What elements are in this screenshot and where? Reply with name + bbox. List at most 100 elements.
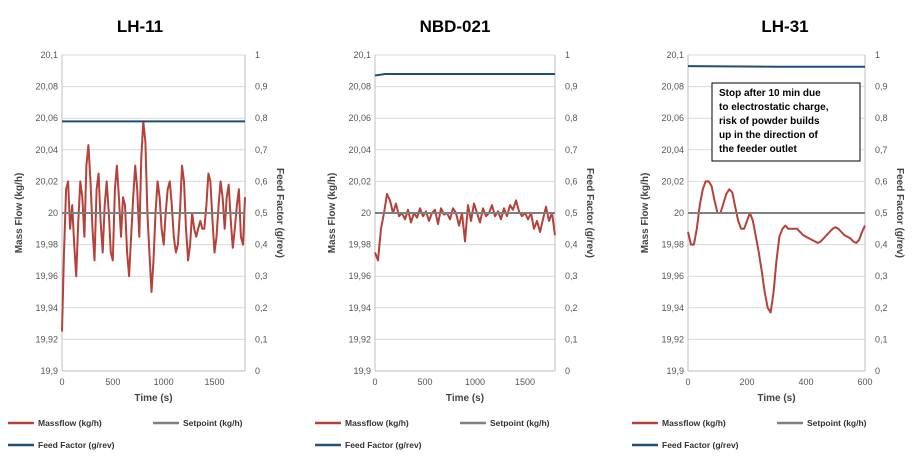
y-tick-label: 20,04 bbox=[348, 145, 371, 155]
annotation-line: up in the direction of bbox=[719, 130, 819, 141]
chart-title: LH-31 bbox=[761, 17, 808, 36]
x-tick-label: 200 bbox=[739, 377, 754, 387]
y-axis-label: Mass Flow (kg/h) bbox=[640, 173, 651, 254]
y2-tick-label: 0,4 bbox=[255, 240, 268, 250]
y2-tick-label: 0,4 bbox=[875, 240, 888, 250]
y-tick-label: 20,02 bbox=[35, 176, 58, 186]
y2-tick-label: 0,5 bbox=[875, 208, 888, 218]
y2-tick-label: 0,3 bbox=[255, 271, 268, 281]
chart-panel-2: NBD-021 19,9 19,92 19,94 19,96 19,98 20 20,02 20… bbox=[305, 0, 610, 471]
legend-label-3: Feed Factor (g/rev) bbox=[345, 440, 422, 450]
y2-tick-label: 0,2 bbox=[255, 303, 268, 313]
y-tick-label: 19,9 bbox=[353, 366, 371, 376]
y2-axis-label: Feed Factor (g/rev) bbox=[274, 168, 285, 258]
y2-tick-label: 0,8 bbox=[255, 113, 268, 123]
y2-tick-label: 0,9 bbox=[875, 82, 888, 92]
chart-lh-11: LH-11 19,9 19,92 19,94 19,96 19,98 20 20,02 20,0… bbox=[8, 17, 285, 450]
y-tick-label: 20,06 bbox=[35, 113, 58, 123]
y-tick-label: 19,98 bbox=[35, 240, 58, 250]
chart-lh-31: LH-31 19,9 19,92 19,94 19,96 19,98 20 20,02 20,0… bbox=[632, 17, 905, 450]
y-tick-label: 20,04 bbox=[661, 145, 684, 155]
annotation-line: to electrostatic charge, bbox=[719, 102, 829, 113]
y2-tick-label: 0,6 bbox=[875, 176, 888, 186]
y2-axis-label: Feed Factor (g/rev) bbox=[584, 168, 595, 258]
y-tick-label: 20,1 bbox=[666, 50, 684, 60]
y2-tick-label: 0 bbox=[875, 366, 880, 376]
y2-tick-label: 0,8 bbox=[565, 113, 578, 123]
legend-label-1: Massflow (kg/h) bbox=[345, 418, 409, 428]
x-tick-label: 0 bbox=[59, 377, 64, 387]
y2-tick-label: 1 bbox=[255, 50, 260, 60]
chart-title: LH-11 bbox=[117, 17, 163, 36]
y-tick-label: 20,02 bbox=[661, 176, 684, 186]
series-line-3 bbox=[374, 73, 555, 77]
x-tick-label: 500 bbox=[105, 377, 120, 387]
y-tick-label: 19,92 bbox=[35, 334, 58, 344]
y-tick-label: 20,08 bbox=[348, 82, 371, 92]
x-tick-label: 1000 bbox=[465, 377, 485, 387]
x-tick-label: 500 bbox=[417, 377, 432, 387]
annotation-line: the feeder outlet bbox=[719, 144, 797, 155]
y2-tick-label: 0,6 bbox=[255, 176, 268, 186]
y-tick-label: 20 bbox=[674, 208, 684, 218]
x-axis-label: Time (s) bbox=[757, 393, 795, 404]
y2-tick-label: 0,2 bbox=[875, 303, 888, 313]
x-tick-label: 400 bbox=[798, 377, 813, 387]
y-tick-label: 20 bbox=[48, 208, 58, 218]
y2-tick-label: 0 bbox=[255, 366, 260, 376]
y2-tick-label: 1 bbox=[565, 50, 570, 60]
legend-label-2: Setpoint (kg/h) bbox=[490, 418, 550, 428]
y-tick-label: 20,08 bbox=[35, 82, 58, 92]
x-tick-label: 0 bbox=[685, 377, 690, 387]
y-tick-label: 20,02 bbox=[348, 176, 371, 186]
legend-label-1: Massflow (kg/h) bbox=[662, 418, 726, 428]
y-tick-label: 20 bbox=[361, 208, 371, 218]
y-tick-label: 20,06 bbox=[661, 113, 684, 123]
annotation-box bbox=[711, 82, 861, 162]
y-tick-label: 19,98 bbox=[348, 240, 371, 250]
x-tick-label: 1000 bbox=[154, 377, 174, 387]
chart-nbd-021: NBD-021 19,9 19,92 19,94 19,96 19,98 20 20,02 20… bbox=[315, 17, 595, 450]
y-tick-label: 19,9 bbox=[40, 366, 58, 376]
y2-tick-label: 1 bbox=[875, 50, 880, 60]
annotation-line: Stop after 10 min due bbox=[719, 88, 821, 99]
y2-tick-label: 0,5 bbox=[255, 208, 268, 218]
x-axis-label: Time (s) bbox=[446, 393, 484, 404]
y2-tick-label: 0 bbox=[565, 366, 570, 376]
y-tick-label: 19,94 bbox=[661, 303, 684, 313]
legend-label-2: Setpoint (kg/h) bbox=[807, 418, 867, 428]
y2-tick-label: 0,1 bbox=[565, 334, 578, 344]
y2-tick-label: 0,9 bbox=[565, 82, 578, 92]
y2-tick-label: 0,3 bbox=[565, 271, 578, 281]
y-tick-label: 19,96 bbox=[661, 271, 684, 281]
x-tick-label: 1500 bbox=[204, 377, 224, 387]
y2-tick-label: 0,5 bbox=[565, 208, 578, 218]
y2-axis-label: Feed Factor (g/rev) bbox=[894, 168, 905, 258]
y2-tick-label: 0,9 bbox=[255, 82, 268, 92]
chart-title: NBD-021 bbox=[420, 17, 491, 36]
y-tick-label: 20,04 bbox=[35, 145, 58, 155]
x-axis-label: Time (s) bbox=[134, 393, 172, 404]
y2-tick-label: 0,2 bbox=[565, 303, 578, 313]
series-line-1 bbox=[61, 120, 246, 332]
y-tick-label: 19,96 bbox=[35, 271, 58, 281]
legend-label-2: Setpoint (kg/h) bbox=[183, 418, 243, 428]
series-line-1 bbox=[374, 193, 556, 262]
y2-tick-label: 0,3 bbox=[875, 271, 888, 281]
y-tick-label: 20,1 bbox=[353, 50, 371, 60]
annotation-line: risk of powder builds bbox=[719, 116, 820, 127]
y-tick-label: 19,96 bbox=[348, 271, 371, 281]
y-tick-label: 19,92 bbox=[348, 334, 371, 344]
y2-tick-label: 0,6 bbox=[565, 176, 578, 186]
y-tick-label: 19,94 bbox=[35, 303, 58, 313]
y2-tick-label: 0,7 bbox=[255, 145, 268, 155]
y-tick-label: 19,94 bbox=[348, 303, 371, 313]
y-axis-label: Mass Flow (kg/h) bbox=[327, 173, 338, 254]
series-line-3 bbox=[687, 65, 865, 68]
series-line-1 bbox=[687, 180, 866, 314]
y2-tick-label: 0,1 bbox=[255, 334, 268, 344]
y-axis-label: Mass Flow (kg/h) bbox=[14, 173, 25, 254]
legend-label-3: Feed Factor (g/rev) bbox=[662, 440, 739, 450]
y2-tick-label: 0,8 bbox=[875, 113, 888, 123]
chart-panel-1: LH-11 19,9 19,92 19,94 19,96 19,98 20 20,02 20,0… bbox=[0, 0, 305, 471]
